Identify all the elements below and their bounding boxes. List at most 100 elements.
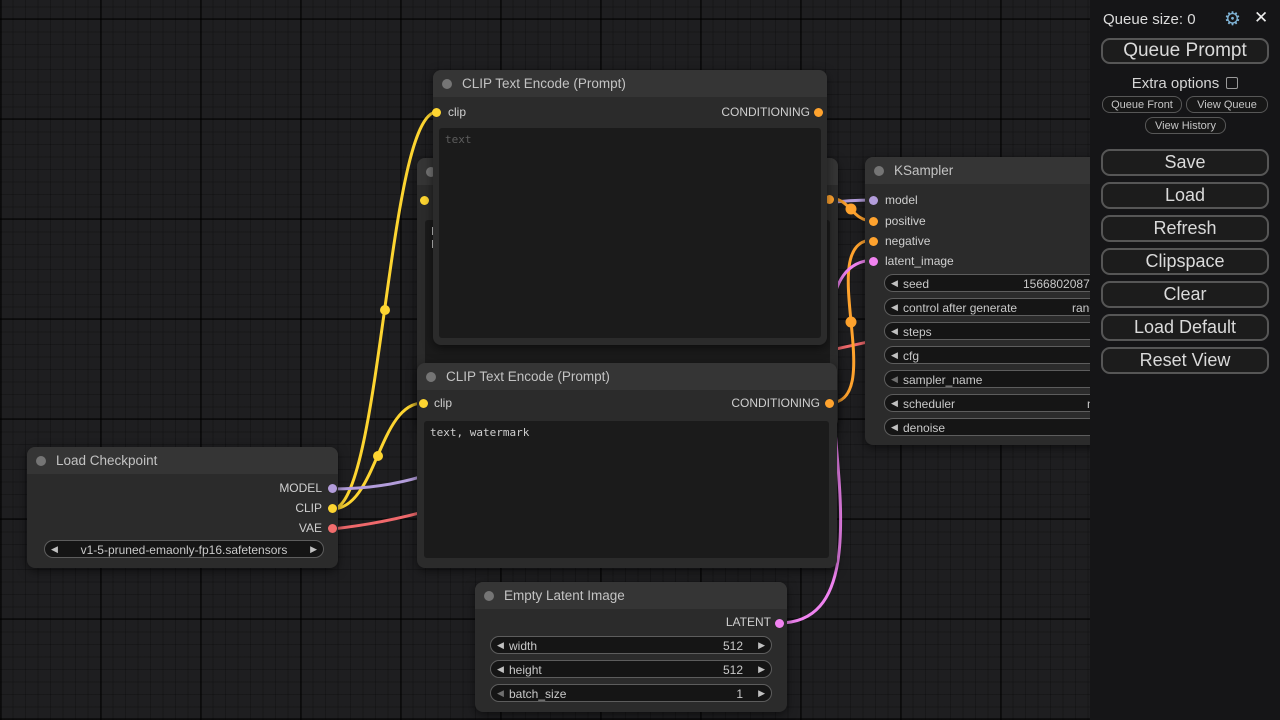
vae-output-label: VAE — [298, 521, 322, 535]
menu-panel: Queue size: 0 ⚙ ✕ Queue Prompt Extra opt… — [1090, 0, 1280, 720]
clip-output-slot[interactable] — [327, 503, 337, 513]
latent-output-slot[interactable] — [774, 618, 784, 628]
refresh-button[interactable]: Refresh — [1101, 215, 1269, 242]
collapse-dot-icon[interactable] — [874, 165, 884, 176]
cfg-widget[interactable]: ◀ cfg — [884, 346, 1090, 364]
node-clip-text-encode-top[interactable]: CLIP Text Encode (Prompt) clip CONDITION… — [432, 70, 827, 345]
node-title-bar[interactable]: Load Checkpoint — [27, 447, 338, 474]
link-dot[interactable] — [380, 305, 390, 315]
widget-label: scheduler — [903, 397, 956, 411]
stepper-left-icon[interactable]: ◀ — [891, 350, 898, 360]
load-default-button[interactable]: Load Default — [1101, 314, 1269, 341]
load-button[interactable]: Load — [1101, 182, 1269, 209]
stepper-right-icon[interactable]: ▶ — [310, 544, 317, 554]
latent-image-input-label: latent_image — [885, 254, 954, 268]
positive-input-label: positive — [885, 214, 926, 228]
clip-output-label: CLIP — [295, 501, 322, 515]
widget-label: denoise — [903, 421, 946, 435]
prompt-textarea[interactable]: text, watermark — [424, 421, 829, 558]
conditioning-output-slot[interactable] — [824, 194, 834, 204]
stepper-left-icon[interactable]: ◀ — [497, 640, 504, 650]
control-after-generate-widget[interactable]: ◀ control after generate rand — [884, 298, 1090, 316]
stepper-left-icon[interactable]: ◀ — [497, 688, 504, 698]
node-empty-latent-image[interactable]: Empty Latent Image LATENT ◀ width 512 ▶ … — [475, 582, 787, 712]
latent-image-input-slot[interactable] — [868, 256, 878, 266]
height-widget[interactable]: ◀ height 512 ▶ — [490, 660, 772, 678]
widget-value: n — [1087, 397, 1090, 411]
collapse-dot-icon[interactable] — [442, 78, 452, 89]
clip-input-slot[interactable] — [418, 398, 428, 408]
stepper-right-icon[interactable]: ▶ — [758, 688, 765, 698]
widget-value: rand — [1072, 301, 1090, 315]
collapse-dot-icon[interactable] — [36, 455, 46, 466]
width-widget[interactable]: ◀ width 512 ▶ — [490, 636, 772, 654]
stepper-left-icon[interactable]: ◀ — [497, 664, 504, 674]
link-dot[interactable] — [845, 203, 857, 215]
stepper-left-icon[interactable]: ◀ — [891, 398, 898, 408]
widget-label: width — [509, 639, 538, 653]
sampler-name-widget[interactable]: ◀ sampler_name — [884, 370, 1090, 388]
model-input-label: model — [885, 193, 918, 207]
node-title: Load Checkpoint — [56, 453, 158, 468]
view-history-button[interactable]: View History — [1145, 117, 1226, 134]
clear-button[interactable]: Clear — [1101, 281, 1269, 308]
positive-input-slot[interactable] — [868, 216, 878, 226]
prompt-textarea[interactable]: text — [439, 128, 821, 338]
widget-value: 512 — [722, 663, 743, 677]
node-ksampler[interactable]: KSampler model positive negative latent_… — [865, 157, 1090, 445]
ckpt-name-widget[interactable]: ◀ v1-5-pruned-emaonly-fp16.safetensors ▶ — [44, 540, 324, 558]
node-clip-text-encode-negative[interactable]: CLIP Text Encode (Prompt) clip CONDITION… — [417, 363, 837, 568]
collapse-dot-icon[interactable] — [426, 166, 436, 177]
node-title-bar[interactable]: KSampler — [865, 157, 1090, 184]
widget-label: batch_size — [509, 687, 567, 701]
queue-prompt-button[interactable]: Queue Prompt — [1101, 38, 1269, 64]
node-title-bar[interactable]: Empty Latent Image — [475, 582, 787, 609]
stepper-left-icon[interactable]: ◀ — [51, 544, 58, 554]
model-input-slot[interactable] — [868, 195, 878, 205]
model-output-slot[interactable] — [327, 483, 337, 493]
node-title: CLIP Text Encode (Prompt) — [462, 76, 626, 91]
vae-output-slot[interactable] — [327, 523, 337, 533]
collapse-dot-icon[interactable] — [484, 590, 494, 601]
conditioning-output-label: CONDITIONING — [721, 105, 810, 119]
negative-input-label: negative — [885, 234, 931, 248]
extra-options-checkbox[interactable] — [1226, 77, 1239, 89]
denoise-widget[interactable]: ◀ denoise — [884, 418, 1090, 436]
batch-size-widget[interactable]: ◀ batch_size 1 ▶ — [490, 684, 772, 702]
negative-input-slot[interactable] — [868, 236, 878, 246]
clipspace-button[interactable]: Clipspace — [1101, 248, 1269, 275]
node-title-bar[interactable]: CLIP Text Encode (Prompt) — [417, 363, 837, 390]
graph-canvas[interactable]: CLIP Text Encode (Prompt) be bo CLIP Tex… — [0, 0, 1090, 720]
stepper-right-icon[interactable]: ▶ — [758, 640, 765, 650]
link-dot[interactable] — [845, 316, 857, 328]
conditioning-output-slot[interactable] — [824, 398, 834, 408]
node-load-checkpoint[interactable]: Load Checkpoint MODEL CLIP VAE ◀ v1-5-pr… — [27, 447, 338, 568]
stepper-left-icon[interactable]: ◀ — [891, 374, 898, 384]
widget-label: sampler_name — [903, 373, 983, 387]
clip-input-slot[interactable] — [432, 107, 441, 117]
stepper-left-icon[interactable]: ◀ — [891, 302, 898, 312]
seed-widget[interactable]: ◀ seed 1566802087 — [884, 274, 1090, 292]
stepper-left-icon[interactable]: ◀ — [891, 278, 898, 288]
clip-input-slot[interactable] — [419, 195, 429, 205]
stepper-left-icon[interactable]: ◀ — [891, 422, 898, 432]
view-queue-button[interactable]: View Queue — [1186, 96, 1268, 113]
stepper-right-icon[interactable]: ▶ — [758, 664, 765, 674]
latent-output-label: LATENT — [725, 615, 771, 629]
queue-front-button[interactable]: Queue Front — [1102, 96, 1182, 113]
save-button[interactable]: Save — [1101, 149, 1269, 176]
node-title: CLIP Text Encode (Prompt) — [446, 369, 610, 384]
gear-icon[interactable]: ⚙ — [1224, 9, 1242, 30]
close-icon[interactable]: ✕ — [1254, 8, 1269, 27]
clip-input-label: clip — [434, 396, 453, 410]
node-title-bar[interactable]: CLIP Text Encode (Prompt) — [433, 70, 827, 97]
scheduler-widget[interactable]: ◀ scheduler n — [884, 394, 1090, 412]
stepper-left-icon[interactable]: ◀ — [891, 326, 898, 336]
widget-value: 512 — [722, 639, 743, 653]
collapse-dot-icon[interactable] — [426, 371, 436, 382]
reset-view-button[interactable]: Reset View — [1101, 347, 1269, 374]
model-output-label: MODEL — [279, 481, 322, 495]
conditioning-output-slot[interactable] — [814, 107, 823, 117]
link-dot[interactable] — [373, 451, 383, 461]
steps-widget[interactable]: ◀ steps — [884, 322, 1090, 340]
